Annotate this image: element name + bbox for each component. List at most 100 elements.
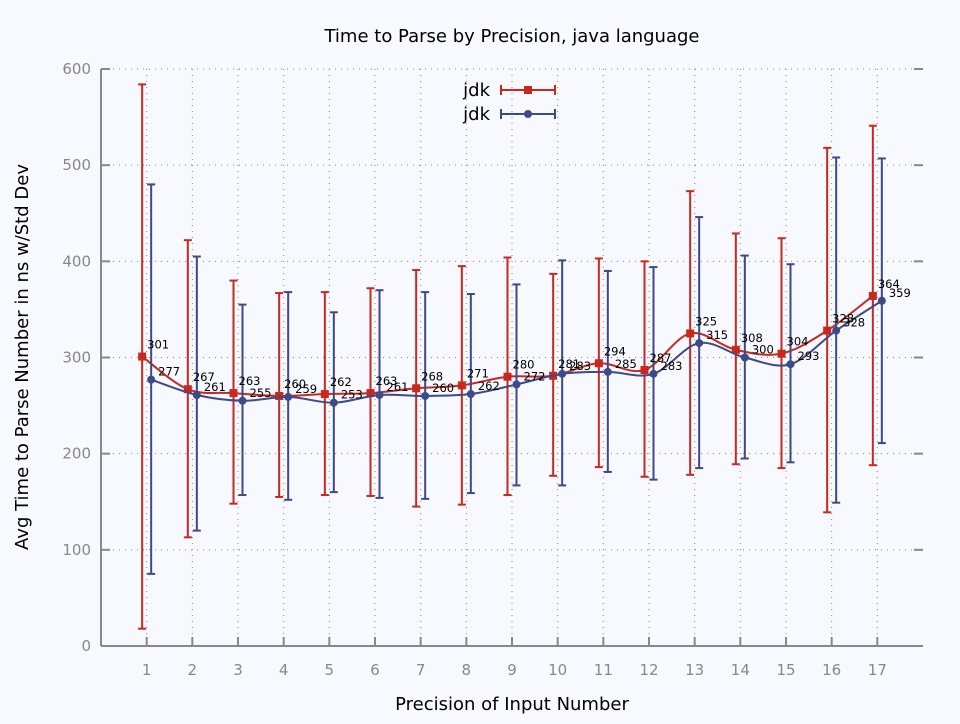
x-tick-label: 14: [731, 661, 750, 679]
data-label: 328: [843, 316, 865, 330]
data-point: [229, 389, 238, 398]
data-point: [238, 396, 247, 405]
y-axis-title: Avg Time to Parse Number in ns w/Std Dev: [12, 164, 33, 550]
series-1: [138, 83, 877, 630]
data-label: 285: [615, 357, 637, 371]
data-point: [147, 375, 156, 384]
data-label: 359: [889, 286, 911, 300]
data-point: [649, 369, 658, 378]
data-label: 283: [661, 359, 683, 373]
data-label: 280: [513, 358, 535, 372]
y-tick-label: 100: [62, 541, 91, 559]
legend-marker: [524, 86, 532, 94]
data-point: [329, 398, 338, 407]
x-tick-label: 7: [416, 661, 426, 679]
y-tick-label: 200: [62, 445, 91, 463]
x-tick-label: 3: [233, 661, 243, 679]
data-label: 271: [467, 366, 489, 380]
data-label: 272: [524, 369, 546, 383]
data-label: 294: [604, 344, 626, 358]
x-tick-label: 13: [685, 661, 704, 679]
data-label: 304: [787, 335, 809, 349]
data-point: [320, 390, 329, 399]
y-tick-label: 0: [81, 637, 91, 655]
data-label: 293: [798, 349, 820, 363]
data-point: [686, 329, 695, 338]
data-point: [421, 391, 430, 400]
data-label: 261: [387, 380, 409, 394]
data-point: [786, 360, 795, 369]
data-label: 260: [284, 377, 306, 391]
data-point: [558, 369, 567, 378]
data-point: [832, 326, 841, 335]
data-point: [512, 380, 521, 389]
x-tick-label: 12: [639, 661, 658, 679]
x-tick-label: 17: [868, 661, 887, 679]
data-label: 255: [250, 386, 272, 400]
series-2: [147, 156, 886, 575]
x-tick-label: 10: [548, 661, 567, 679]
data-label: 261: [204, 380, 226, 394]
x-tick-label: 1: [142, 661, 152, 679]
x-tick-label: 9: [507, 661, 517, 679]
data-point: [740, 353, 749, 362]
x-tick-label: 8: [462, 661, 472, 679]
data-label: 267: [193, 370, 215, 384]
data-point: [640, 366, 649, 375]
data-label: 325: [695, 314, 717, 328]
data-label: 281: [558, 357, 580, 371]
data-label: 263: [239, 374, 261, 388]
data-point: [457, 381, 466, 390]
data-point: [603, 367, 612, 376]
data-point: [192, 391, 201, 400]
y-tick-label: 300: [62, 349, 91, 367]
data-point: [412, 384, 421, 393]
data-point: [275, 391, 284, 400]
data-point: [366, 389, 375, 398]
data-label: 328: [832, 312, 854, 326]
y-tick-label: 500: [62, 156, 91, 174]
data-point: [695, 339, 704, 348]
legend: jdk jdk: [462, 80, 556, 125]
x-axis-title: Precision of Input Number: [395, 694, 629, 715]
data-point: [375, 391, 384, 400]
x-tick-label: 15: [776, 661, 795, 679]
data-point: [777, 349, 786, 358]
x-tick-label: 6: [370, 661, 380, 679]
legend-label: jdk: [462, 104, 490, 125]
data-point: [868, 291, 877, 300]
y-tick-label: 600: [62, 60, 91, 78]
data-label: 262: [478, 379, 500, 393]
data-point: [823, 326, 832, 335]
x-tick-label: 11: [594, 661, 613, 679]
x-tick-label: 4: [279, 661, 289, 679]
series-layer: [138, 83, 886, 630]
data-label: 283: [569, 359, 591, 373]
legend-marker: [524, 110, 532, 118]
data-point: [877, 296, 886, 305]
data-label: 308: [741, 331, 763, 345]
data-point: [284, 392, 293, 401]
data-point: [503, 372, 512, 381]
data-label: 277: [158, 365, 180, 379]
data-point: [594, 359, 603, 368]
x-tick-label: 2: [188, 661, 198, 679]
grid: [101, 68, 923, 646]
data-label: 259: [295, 382, 317, 396]
data-label: 300: [752, 343, 774, 357]
data-label: 260: [432, 381, 454, 395]
data-label: 262: [330, 375, 352, 389]
data-label: 253: [341, 388, 363, 402]
data-label: 301: [147, 338, 169, 352]
data-label: 315: [706, 328, 728, 342]
chart-title: Time to Parse by Precision, java languag…: [323, 26, 699, 47]
legend-label: jdk: [462, 80, 490, 101]
data-point: [466, 390, 475, 399]
data-point: [138, 352, 147, 361]
data-label: 364: [878, 277, 900, 291]
data-point: [183, 385, 192, 394]
